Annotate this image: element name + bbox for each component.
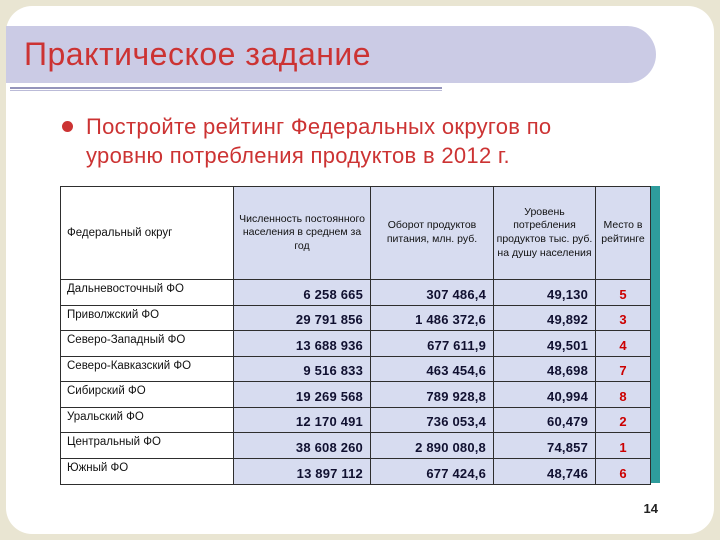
rank-cell: 7	[596, 356, 650, 382]
turnover-cell: 463 454,6	[371, 356, 494, 382]
rank-cell: 8	[596, 382, 650, 408]
column-header-district: Федеральный округ	[61, 187, 234, 280]
column-header-consumption: Уровень потребления продуктов тыс. руб. …	[494, 187, 596, 280]
title-banner: Практическое задание	[6, 26, 656, 83]
turnover-cell: 677 424,6	[371, 458, 494, 484]
district-cell: Северо-Кавказский ФО	[61, 356, 234, 382]
consumption-cell: 49,130	[494, 280, 596, 306]
page-number: 14	[643, 501, 658, 516]
population-cell: 9 516 833	[234, 356, 371, 382]
population-cell: 12 170 491	[234, 407, 371, 433]
turnover-cell: 677 611,9	[371, 331, 494, 357]
district-cell: Сибирский ФО	[61, 382, 234, 408]
population-cell: 19 269 568	[234, 382, 371, 408]
population-cell: 13 897 112	[234, 458, 371, 484]
turnover-cell: 2 890 080,8	[371, 433, 494, 459]
consumption-cell: 40,994	[494, 382, 596, 408]
rank-cell: 2	[596, 407, 650, 433]
district-cell: Дальневосточный ФО	[61, 280, 234, 306]
consumption-cell: 60,479	[494, 407, 596, 433]
rank-cell: 1	[596, 433, 650, 459]
consumption-cell: 49,892	[494, 305, 596, 331]
consumption-cell: 49,501	[494, 331, 596, 357]
population-cell: 13 688 936	[234, 331, 371, 357]
slide-title: Практическое задание	[24, 36, 372, 72]
consumption-cell: 48,746	[494, 458, 596, 484]
consumption-rating-table: Федеральный округ Численность постоянног…	[60, 186, 651, 485]
turnover-cell: 789 928,8	[371, 382, 494, 408]
teal-accent-bar	[651, 186, 660, 483]
bullet-item: Постройте рейтинг Федеральных округов по…	[62, 112, 591, 170]
rank-cell: 6	[596, 458, 650, 484]
column-header-population: Численность постоянного населения в сред…	[234, 187, 371, 280]
turnover-cell: 1 486 372,6	[371, 305, 494, 331]
title-divider	[10, 87, 442, 91]
district-cell: Центральный ФО	[61, 433, 234, 459]
consumption-cell: 48,698	[494, 356, 596, 382]
rank-cell: 5	[596, 280, 650, 306]
district-cell: Приволжский ФО	[61, 305, 234, 331]
column-header-turnover: Оборот продуктов питания, млн. руб.	[371, 187, 494, 280]
rank-cell: 4	[596, 331, 650, 357]
district-cell: Южный ФО	[61, 458, 234, 484]
population-cell: 29 791 856	[234, 305, 371, 331]
rank-cell: 3	[596, 305, 650, 331]
turnover-cell: 307 486,4	[371, 280, 494, 306]
turnover-cell: 736 053,4	[371, 407, 494, 433]
consumption-cell: 74,857	[494, 433, 596, 459]
district-cell: Северо-Западный ФО	[61, 331, 234, 357]
bullet-icon	[62, 121, 73, 132]
population-cell: 6 258 665	[234, 280, 371, 306]
population-cell: 38 608 260	[234, 433, 371, 459]
task-text: Постройте рейтинг Федеральных округов по…	[86, 114, 552, 169]
district-cell: Уральский ФО	[61, 407, 234, 433]
column-header-rank: Место в рейтинге	[596, 187, 650, 280]
